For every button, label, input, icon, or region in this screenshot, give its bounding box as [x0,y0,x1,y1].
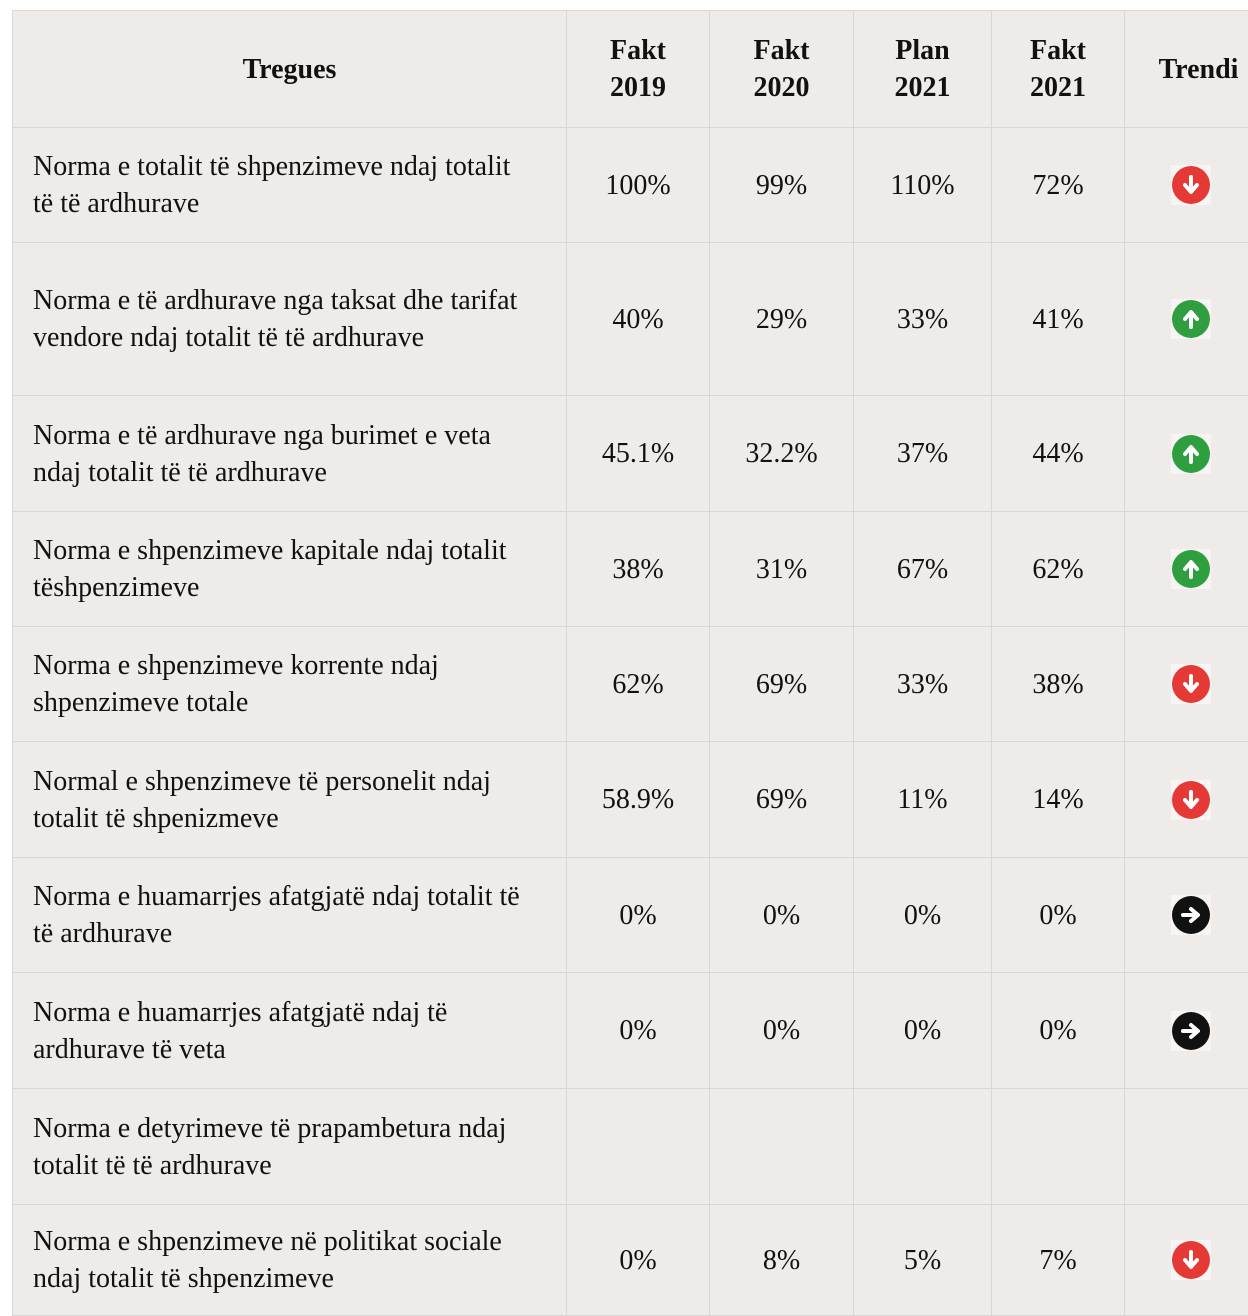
value-cell: 31% [710,512,854,627]
indicator-label: Norma e huamarrjes afatgjatë ndaj totali… [13,858,567,973]
value-cell: 37% [854,396,992,512]
header-cell: Trendi [1125,11,1248,128]
table-row: Norma e huamarrjes afatgjatë ndaj të ard… [13,973,1248,1089]
value-cell: 0% [567,858,710,973]
trend-icon [1171,549,1211,589]
trend-icon [1171,434,1211,474]
trend-cell [1125,1205,1248,1316]
table-row: Norma e shpenzimeve korrente ndaj shpenz… [13,627,1248,742]
table-row: Normal e shpenzimeve të personelit ndaj … [13,742,1248,858]
value-cell: 7% [992,1205,1125,1316]
trend-icon [1171,1011,1211,1051]
trend-cell [1125,396,1248,512]
header-cell: Fakt 2021 [992,11,1125,128]
value-cell: 0% [854,858,992,973]
indicator-label: Norma e shpenzimeve kapitale ndaj totali… [13,512,567,627]
trend-cell [1125,1089,1248,1205]
value-cell [567,1089,710,1205]
value-cell: 40% [567,243,710,396]
table-row: Norma e shpenzimeve në politikat sociale… [13,1205,1248,1316]
value-cell: 69% [710,627,854,742]
trend-cell [1125,512,1248,627]
indicator-label: Norma e shpenzimeve në politikat sociale… [13,1205,567,1316]
value-cell: 62% [567,627,710,742]
table-row: Norma e të ardhurave nga burimet e veta … [13,396,1248,512]
indicator-label: Norma e huamarrjes afatgjatë ndaj të ard… [13,973,567,1089]
value-cell: 72% [992,128,1125,243]
value-cell [854,1089,992,1205]
header-cell: Fakt 2019 [567,11,710,128]
value-cell: 100% [567,128,710,243]
header-cell: Fakt 2020 [710,11,854,128]
table-row: Norma e totalit të shpenzimeve ndaj tota… [13,128,1248,243]
value-cell: 0% [992,973,1125,1089]
value-cell: 45.1% [567,396,710,512]
header-cell: Tregues [13,11,567,128]
value-cell: 14% [992,742,1125,858]
indicator-label: Norma e detyrimeve të prapambetura ndaj … [13,1089,567,1205]
value-cell: 0% [992,858,1125,973]
trend-cell [1125,128,1248,243]
value-cell: 38% [567,512,710,627]
value-cell: 11% [854,742,992,858]
value-cell: 32.2% [710,396,854,512]
table-body: Norma e totalit të shpenzimeve ndaj tota… [13,128,1248,1316]
value-cell: 69% [710,742,854,858]
value-cell: 110% [854,128,992,243]
trend-cell [1125,742,1248,858]
value-cell: 44% [992,396,1125,512]
trend-cell [1125,627,1248,742]
value-cell: 29% [710,243,854,396]
value-cell: 0% [710,973,854,1089]
value-cell: 38% [992,627,1125,742]
indicator-label: Norma e totalit të shpenzimeve ndaj tota… [13,128,567,243]
trend-icon [1171,895,1211,935]
indicator-label: Normal e shpenzimeve të personelit ndaj … [13,742,567,858]
indicator-label: Norma e të ardhurave nga burimet e veta … [13,396,567,512]
trend-cell [1125,858,1248,973]
table-row: Norma e shpenzimeve kapitale ndaj totali… [13,512,1248,627]
trend-icon [1171,664,1211,704]
table-row: Norma e detyrimeve të prapambetura ndaj … [13,1089,1248,1205]
value-cell: 33% [854,243,992,396]
trend-icon [1171,165,1211,205]
value-cell: 33% [854,627,992,742]
table-row: Norma e të ardhurave nga taksat dhe tari… [13,243,1248,396]
value-cell: 5% [854,1205,992,1316]
value-cell: 99% [710,128,854,243]
value-cell: 58.9% [567,742,710,858]
value-cell: 0% [854,973,992,1089]
indicator-label: Norma e shpenzimeve korrente ndaj shpenz… [13,627,567,742]
header-cell: Plan 2021 [854,11,992,128]
value-cell: 0% [567,1205,710,1316]
value-cell: 0% [567,973,710,1089]
trend-icon [1171,1240,1211,1280]
value-cell: 8% [710,1205,854,1316]
table-row: Norma e huamarrjes afatgjatë ndaj totali… [13,858,1248,973]
value-cell: 0% [710,858,854,973]
value-cell: 41% [992,243,1125,396]
value-cell: 62% [992,512,1125,627]
trend-cell [1125,243,1248,396]
value-cell [992,1089,1125,1205]
value-cell [710,1089,854,1205]
trend-cell [1125,973,1248,1089]
trend-icon [1171,780,1211,820]
value-cell: 67% [854,512,992,627]
trend-icon [1171,299,1211,339]
indicator-label: Norma e të ardhurave nga taksat dhe tari… [13,243,567,396]
